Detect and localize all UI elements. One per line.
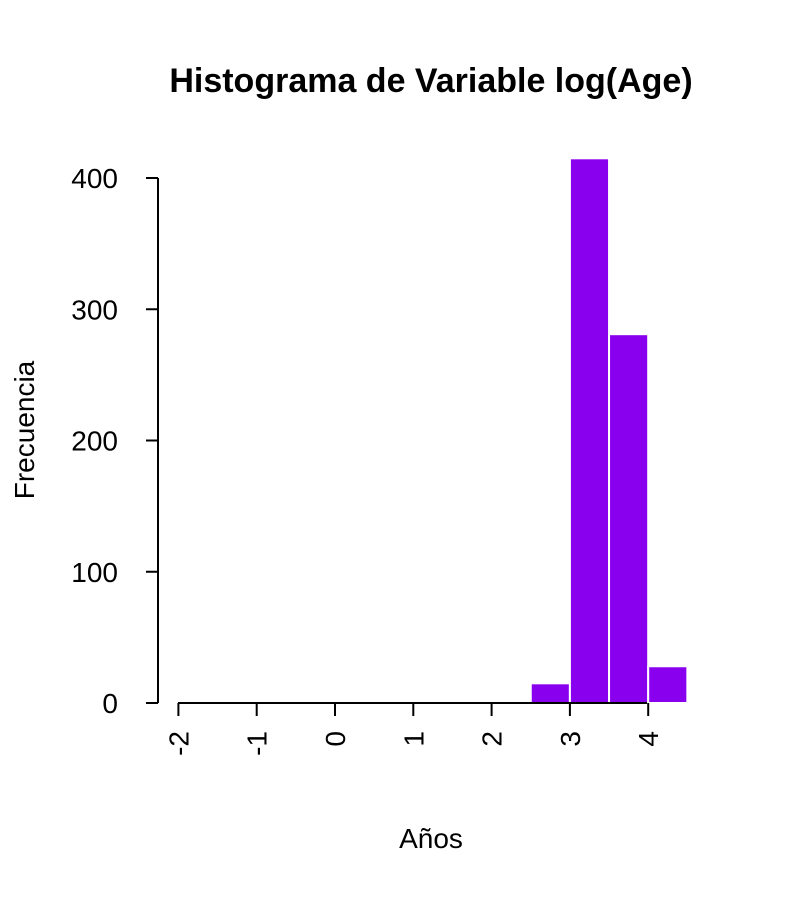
x-tick-label-4: 2 [477, 731, 508, 747]
histogram-bar-9 [529, 682, 571, 704]
y-axis-label: Frecuencia [9, 360, 40, 499]
y-ticks-group: 0 100 200 300 400 [71, 163, 158, 719]
y-tick-label-3: 300 [71, 294, 118, 325]
x-axis-label: Años [399, 823, 463, 854]
y-tick-label-1: 100 [71, 557, 118, 588]
x-tick-label-6: 4 [633, 731, 664, 747]
bars-group [255, 157, 689, 705]
y-tick-label-4: 400 [71, 163, 118, 194]
histogram-bar-10 [568, 157, 611, 704]
histogram-bar-12 [647, 665, 689, 704]
x-tick-label-0: -2 [163, 731, 194, 756]
chart-title: Histograma de Variable log(Age) [169, 62, 692, 100]
x-tick-label-3: 1 [398, 731, 429, 747]
x-tick-label-2: 0 [320, 731, 351, 747]
x-tick-label-5: 3 [555, 731, 586, 747]
histogram-bar-11 [608, 333, 650, 704]
x-tick-label-1: -1 [242, 731, 273, 756]
x-ticks-group: -2 -1 0 1 2 3 4 [163, 703, 664, 756]
y-tick-label-2: 200 [71, 426, 118, 457]
y-tick-label-0: 0 [102, 688, 118, 719]
